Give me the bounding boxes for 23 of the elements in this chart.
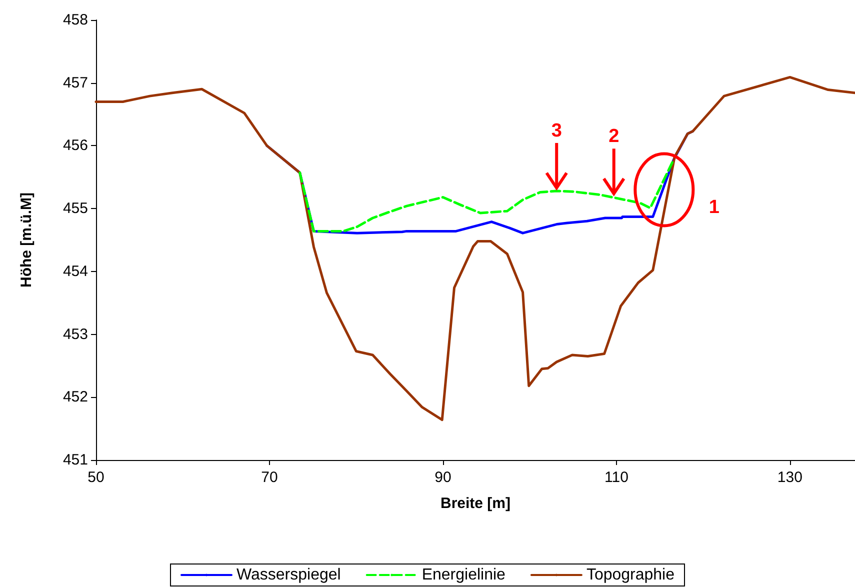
x-tick-label: 70 (261, 469, 278, 486)
line-series (298, 158, 675, 232)
y-tick-label: 455 (62, 200, 88, 218)
x-tick-label: 90 (434, 469, 452, 486)
annotation: 1 (708, 197, 720, 218)
y-tick-label: 457 (62, 74, 88, 92)
x-axis-title: Breite [m] (440, 495, 511, 512)
y-tick-label: 456 (62, 137, 88, 154)
y-tick-label: 451 (62, 452, 88, 468)
annotation: 2 (608, 126, 620, 148)
y-tick-label: 458 (62, 12, 88, 28)
legend-label: Energielinie (422, 566, 506, 584)
legend-label: Topographie (586, 566, 675, 584)
line-series (94, 76, 855, 422)
annotation: 3 (551, 120, 562, 142)
x-tick-label: 50 (88, 469, 104, 486)
y-tick-label: 452 (62, 388, 88, 406)
x-tick-label: 130 (777, 469, 802, 486)
y-axis-title: Höhe [m.ü.M] (18, 192, 35, 288)
y-tick-label: 453 (62, 326, 88, 343)
legend-label: Wasserspiegel (236, 566, 341, 584)
x-tick-label: 110 (604, 469, 628, 486)
y-tick-label: 454 (62, 262, 88, 280)
